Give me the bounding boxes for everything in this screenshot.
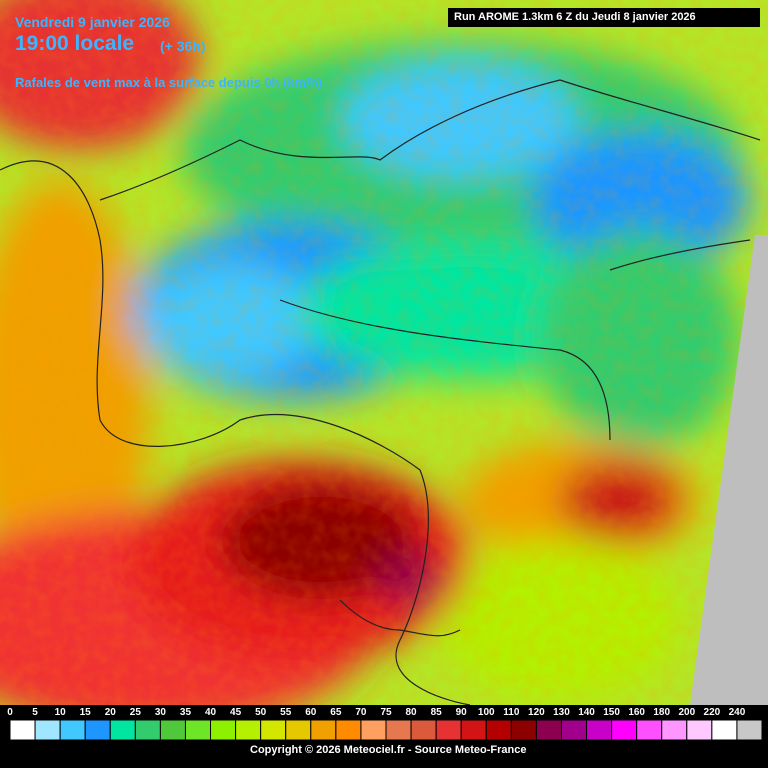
legend-label: 20 — [105, 707, 117, 718]
legend-swatch — [586, 719, 613, 741]
legend-swatch — [611, 719, 638, 741]
copyright: Copyright © 2026 Meteociel.fr - Source M… — [250, 744, 527, 756]
forecast-lead: (+ 36h) — [160, 38, 206, 54]
legend-label: 150 — [603, 707, 620, 718]
legend-label: 30 — [155, 707, 167, 718]
legend-swatch — [485, 719, 512, 741]
legend-swatch — [134, 719, 161, 741]
legend-label: 120 — [528, 707, 545, 718]
legend-label: 180 — [653, 707, 670, 718]
legend-swatch — [410, 719, 437, 741]
legend-label: 55 — [280, 707, 292, 718]
legend-label: 70 — [355, 707, 367, 718]
forecast-date: Vendredi 9 janvier 2026 — [15, 14, 170, 30]
legend-swatch — [109, 719, 136, 741]
legend-swatch — [84, 719, 111, 741]
legend-swatch — [711, 719, 738, 741]
legend-swatch — [9, 719, 36, 741]
legend-swatch — [385, 719, 412, 741]
legend-swatch — [510, 719, 537, 741]
legend-swatch — [335, 719, 362, 741]
legend-swatch — [210, 719, 237, 741]
legend-label: 140 — [578, 707, 595, 718]
legend-swatch — [435, 719, 462, 741]
map-field — [0, 0, 768, 705]
legend-swatch — [535, 719, 562, 741]
legend-label: 15 — [80, 707, 92, 718]
legend-label: 10 — [55, 707, 67, 718]
legend-label: 0 — [7, 707, 13, 718]
legend-swatch — [686, 719, 713, 741]
legend-label: 110 — [503, 707, 520, 718]
legend-label: 200 — [678, 707, 695, 718]
legend-swatch — [460, 719, 487, 741]
legend-swatch — [661, 719, 688, 741]
legend-label: 5 — [32, 707, 38, 718]
legend-label: 100 — [478, 707, 495, 718]
parameter: Rafales de vent max à la surface depuis … — [15, 75, 323, 90]
legend-swatch — [34, 719, 61, 741]
legend-swatch — [285, 719, 312, 741]
legend-label: 220 — [704, 707, 721, 718]
legend-label: 240 — [729, 707, 746, 718]
legend-label: 25 — [130, 707, 142, 718]
legend-label: 60 — [305, 707, 317, 718]
legend-swatch — [636, 719, 663, 741]
legend-label: 160 — [628, 707, 645, 718]
legend-swatch — [260, 719, 287, 741]
legend-label: 65 — [330, 707, 342, 718]
legend-label: 80 — [406, 707, 418, 718]
legend-swatch — [184, 719, 212, 741]
legend-swatch — [159, 719, 186, 741]
legend-swatch — [360, 719, 387, 741]
legend-swatch — [59, 719, 86, 741]
legend-label: 45 — [230, 707, 242, 718]
legend-label: 85 — [431, 707, 443, 718]
run-box — [448, 8, 760, 27]
legend-swatch — [736, 719, 763, 741]
legend-swatch — [235, 719, 262, 741]
legend-label: 90 — [456, 707, 468, 718]
legend-label: 130 — [553, 707, 570, 718]
legend-label: 75 — [380, 707, 392, 718]
run-info: Run AROME 1.3km 6 Z du Jeudi 8 janvier 2… — [454, 11, 696, 23]
legend-swatch — [310, 719, 337, 741]
legend-label: 40 — [205, 707, 217, 718]
legend-label: 35 — [180, 707, 192, 718]
legend-label: 50 — [255, 707, 267, 718]
legend-swatch — [560, 719, 588, 741]
forecast-time: 19:00 locale — [15, 32, 135, 55]
